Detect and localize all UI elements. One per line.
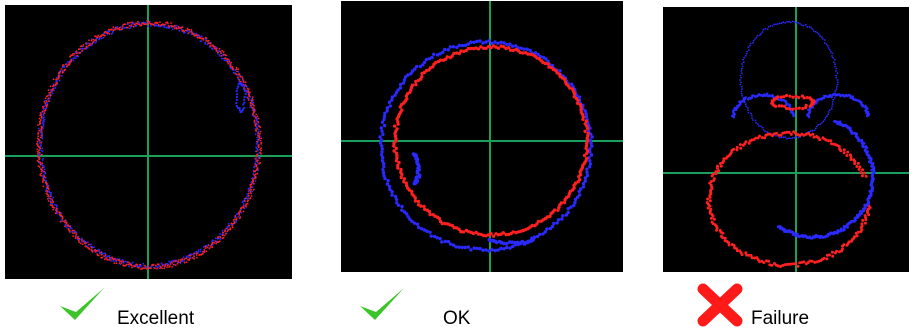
x-icon (697, 283, 743, 327)
rating-label-ok: OK (443, 308, 471, 329)
scan-panel-ok (341, 1, 623, 272)
rating-label-failure: Failure (751, 308, 810, 329)
check-icon (57, 284, 107, 326)
scan-plot-ok (341, 1, 623, 272)
scan-plot-failure (663, 7, 909, 272)
scan-panel-failure (663, 7, 909, 272)
rating-label-excellent: Excellent (117, 308, 195, 329)
scan-plot-excellent (5, 5, 292, 279)
scan-panel-excellent (5, 5, 292, 279)
check-icon (357, 284, 407, 326)
